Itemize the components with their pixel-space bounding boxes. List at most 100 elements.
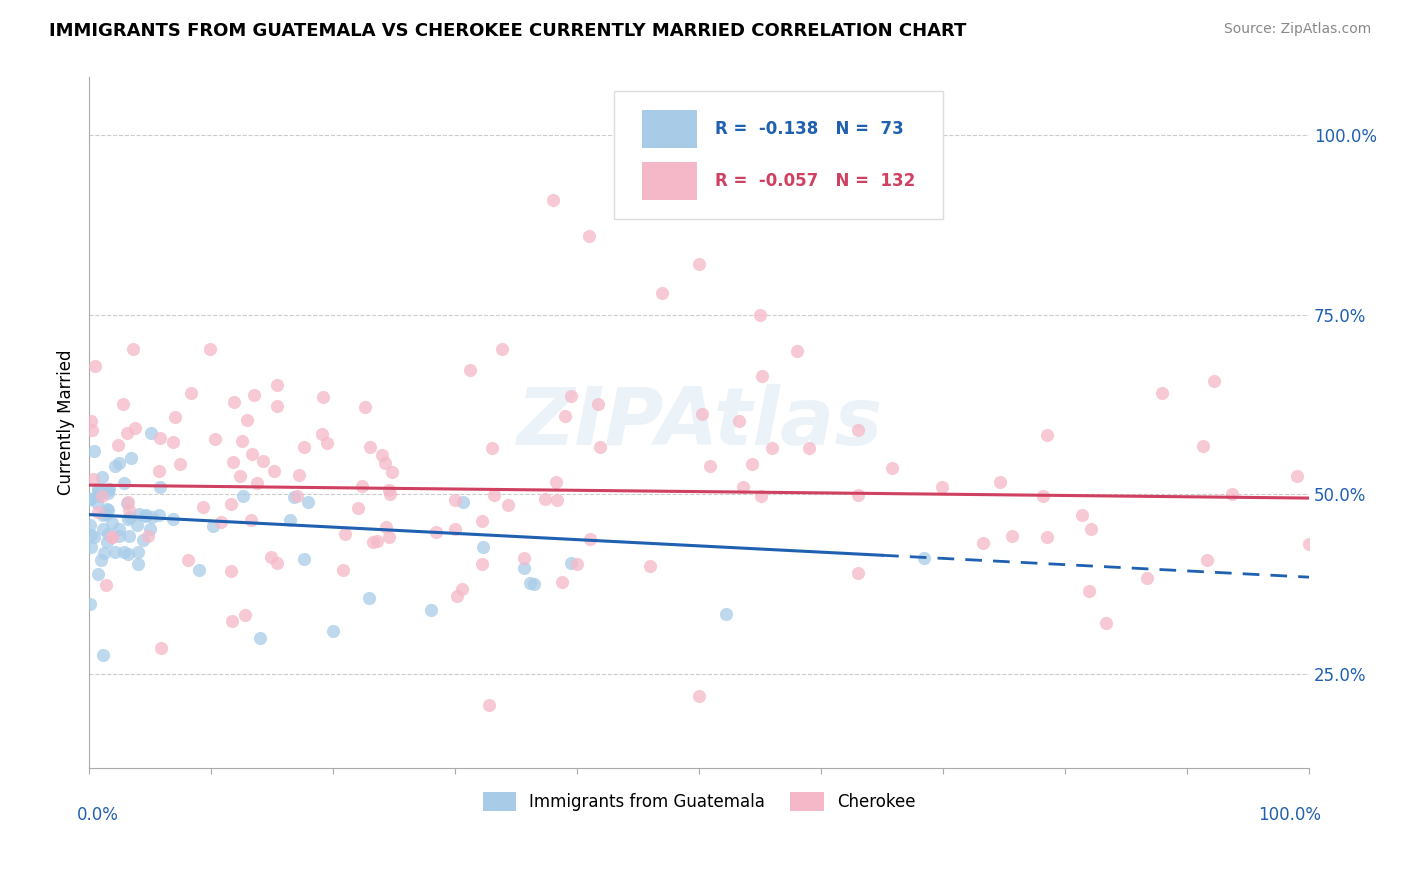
Point xyxy=(478,698,501,712)
Point xyxy=(108,457,131,471)
Point xyxy=(1195,553,1218,567)
Point xyxy=(188,562,211,576)
Point xyxy=(94,578,117,592)
Point xyxy=(797,441,820,455)
Point xyxy=(297,494,319,508)
Point xyxy=(741,458,763,472)
Point xyxy=(117,495,139,509)
Point xyxy=(1192,439,1215,453)
Point xyxy=(107,438,129,452)
Point xyxy=(546,475,568,489)
Point xyxy=(96,534,118,549)
Text: 0.0%: 0.0% xyxy=(77,805,118,823)
Point xyxy=(122,342,145,356)
Text: ZIPAtlas: ZIPAtlas xyxy=(516,384,882,461)
Point xyxy=(1298,537,1320,551)
Point xyxy=(198,343,221,357)
Point xyxy=(100,530,122,544)
Point xyxy=(378,483,401,497)
Point xyxy=(115,495,138,509)
Point xyxy=(311,427,333,442)
Point xyxy=(80,540,103,554)
Point xyxy=(201,519,224,533)
Point xyxy=(688,689,710,703)
Point xyxy=(419,602,441,616)
Point xyxy=(91,469,114,483)
Point xyxy=(266,377,288,392)
Point xyxy=(222,455,245,469)
Point xyxy=(567,557,589,571)
Point xyxy=(651,286,673,301)
Point xyxy=(101,530,124,544)
Point xyxy=(91,522,114,536)
Point xyxy=(332,563,354,577)
Point xyxy=(322,624,344,638)
Point xyxy=(104,458,127,473)
Point xyxy=(359,440,381,454)
Point xyxy=(533,492,555,507)
Point xyxy=(91,508,114,522)
Point xyxy=(120,450,142,465)
Legend: Immigrants from Guatemala, Cherokee: Immigrants from Guatemala, Cherokee xyxy=(477,786,922,818)
Point xyxy=(91,648,114,662)
Point xyxy=(132,533,155,548)
Point xyxy=(141,510,163,524)
Point xyxy=(481,441,503,455)
Point xyxy=(988,475,1011,489)
Point xyxy=(239,513,262,527)
Point xyxy=(451,495,474,509)
Point xyxy=(1036,531,1059,545)
Point xyxy=(361,535,384,549)
Point xyxy=(378,530,401,544)
Point xyxy=(117,502,139,516)
Point xyxy=(86,496,108,510)
Point xyxy=(1036,428,1059,442)
Point xyxy=(541,193,564,207)
Point xyxy=(425,525,447,540)
Point xyxy=(554,409,576,423)
Point xyxy=(101,516,124,531)
Point xyxy=(97,483,120,498)
Point xyxy=(149,431,172,445)
Point xyxy=(359,591,381,605)
Point xyxy=(786,343,808,358)
Point xyxy=(127,517,149,532)
Point xyxy=(231,434,253,449)
Text: Source: ZipAtlas.com: Source: ZipAtlas.com xyxy=(1223,22,1371,37)
Point xyxy=(381,465,404,479)
Point xyxy=(443,522,465,536)
FancyBboxPatch shape xyxy=(613,91,943,219)
Point xyxy=(761,441,783,455)
Point xyxy=(353,400,375,414)
Point xyxy=(80,527,103,541)
Point xyxy=(83,444,105,458)
Point xyxy=(444,492,467,507)
Point xyxy=(219,564,242,578)
Point xyxy=(749,489,772,503)
Point xyxy=(491,342,513,356)
Point xyxy=(94,507,117,521)
Point xyxy=(278,513,301,527)
Point xyxy=(79,492,101,507)
Point xyxy=(134,509,156,524)
Point xyxy=(79,518,101,533)
Point xyxy=(117,512,139,526)
Point xyxy=(127,558,149,572)
Point xyxy=(162,435,184,450)
Point xyxy=(846,423,869,437)
Point xyxy=(560,389,582,403)
Point xyxy=(115,426,138,441)
Point xyxy=(233,607,256,622)
Point xyxy=(931,480,953,494)
Point xyxy=(1080,522,1102,536)
Point xyxy=(523,577,546,591)
Point xyxy=(266,556,288,570)
Text: IMMIGRANTS FROM GUATEMALA VS CHEROKEE CURRENTLY MARRIED CORRELATION CHART: IMMIGRANTS FROM GUATEMALA VS CHEROKEE CU… xyxy=(49,22,966,40)
Point xyxy=(93,546,115,560)
Point xyxy=(366,534,388,549)
Point xyxy=(148,508,170,522)
Point xyxy=(87,484,110,499)
Point xyxy=(690,407,713,421)
Point xyxy=(519,576,541,591)
Point xyxy=(287,489,309,503)
